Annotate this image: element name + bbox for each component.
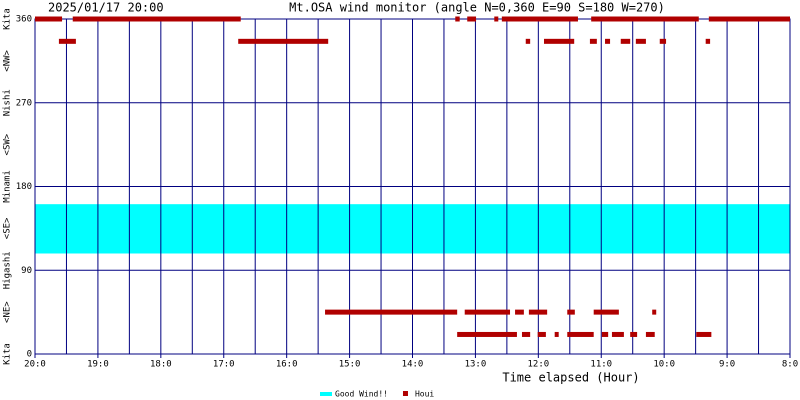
y-tick-label: 90 (21, 266, 32, 276)
direction-label: Minami (3, 170, 13, 203)
y-tick-label: 360 (16, 15, 32, 25)
houi-run (589, 38, 597, 44)
houi-run (528, 309, 548, 315)
legend-label: Good Wind!! (335, 390, 388, 399)
legend-swatch (320, 392, 332, 396)
houi-run (58, 38, 76, 44)
x-tick-label: 10:0 (653, 360, 675, 370)
y-tick-label: 270 (16, 98, 32, 108)
houi-run (659, 38, 667, 44)
direction-label: <NW> (3, 49, 13, 71)
houi-run (515, 309, 524, 315)
y-tick-label: 0 (27, 350, 32, 360)
houi-run (457, 331, 517, 337)
houi-run (554, 331, 559, 337)
houi-run (35, 16, 63, 22)
x-tick-label: 20:0 (24, 360, 46, 370)
houi-run (567, 309, 575, 315)
houi-run (494, 16, 499, 22)
houi-run (620, 38, 631, 44)
houi-run (567, 331, 594, 337)
houi-run (591, 16, 699, 22)
houi-run (635, 38, 646, 44)
houi-run (705, 38, 711, 44)
x-tick-label: 17:0 (213, 360, 235, 370)
houi-run (238, 38, 329, 44)
houi-run (537, 331, 546, 337)
houi-run (525, 38, 531, 44)
x-tick-label: 16:0 (276, 360, 298, 370)
houi-run (464, 309, 511, 315)
houi-run (467, 16, 477, 22)
houi-run (645, 331, 655, 337)
direction-label: <SW> (3, 133, 13, 155)
direction-label: Higashi (3, 251, 13, 289)
x-axis-label: Time elapsed (Hour) (502, 371, 639, 385)
houi-run (325, 309, 458, 315)
direction-label: Kita (3, 343, 13, 365)
x-tick-label: 12:0 (527, 360, 549, 370)
x-tick-label: 14:0 (402, 360, 424, 370)
houi-run (501, 16, 578, 22)
houi-run (455, 16, 460, 22)
direction-label: <NE> (3, 301, 13, 323)
x-tick-label: 15:0 (339, 360, 361, 370)
houi-run (72, 16, 241, 22)
direction-label: <SE> (3, 217, 13, 239)
houi-run (543, 38, 575, 44)
x-tick-label: 9:0 (719, 360, 735, 370)
x-tick-label: 13:0 (465, 360, 487, 370)
date: 2025/01/17 20:00 (48, 1, 164, 15)
houi-run (605, 38, 611, 44)
houi-run (611, 331, 624, 337)
houi-run (696, 331, 712, 337)
x-tick-label: 19:0 (87, 360, 109, 370)
legend-swatch (402, 391, 408, 396)
y-tick-label: 180 (16, 182, 32, 192)
x-tick-label: 18:0 (150, 360, 172, 370)
x-tick-label: 11:0 (590, 360, 612, 370)
houi-run (708, 16, 790, 22)
houi-run (630, 331, 638, 337)
direction-label: Nishi (3, 89, 13, 116)
legend-label: Houi (415, 390, 434, 399)
x-tick-label: 8:0 (782, 360, 798, 370)
chart-title: Mt.OSA wind monitor (angle N=0,360 E=90 … (289, 1, 665, 15)
houi-run (601, 331, 609, 337)
direction-label: Kita (3, 8, 13, 30)
houi-run (521, 331, 531, 337)
houi-run (593, 309, 619, 315)
houi-run (652, 309, 657, 315)
